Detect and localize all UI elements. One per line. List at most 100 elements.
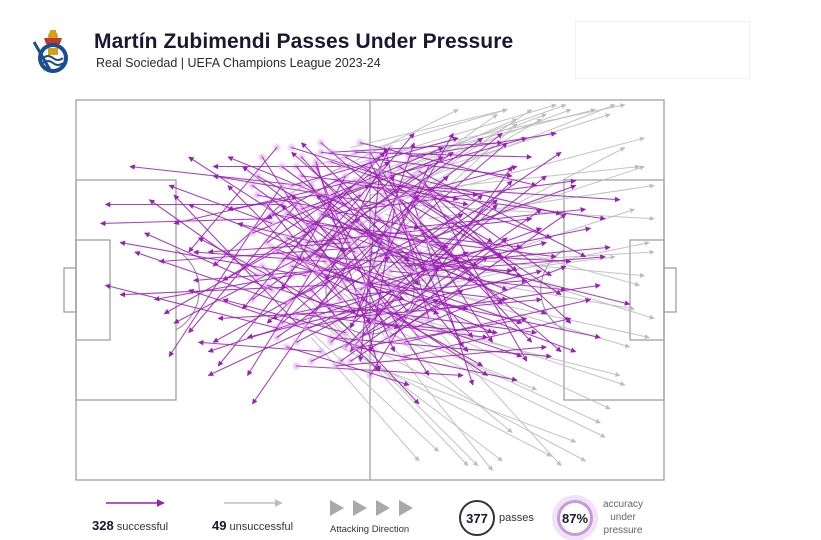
successful-pass-arrow: [355, 346, 518, 382]
successful-pass-arrow: [286, 213, 474, 282]
successful-count: 328: [92, 518, 114, 533]
successful-pass-arrow: [207, 308, 351, 376]
successful-pass-arrow: [311, 251, 523, 325]
unsuccessful-pass-arrow: [379, 351, 587, 462]
successful-pass-arrow: [423, 180, 528, 362]
successful-pass-arrow: [360, 142, 538, 188]
successful-pass-arrow: [330, 336, 552, 359]
page-subtitle: Real Sociedad | UEFA Champions League 20…: [96, 56, 381, 70]
successful-pass-arrow: [286, 237, 493, 334]
passes-count-badge: 377: [459, 500, 495, 536]
unsuccessful-pass-arrow: [389, 332, 606, 438]
successful-pass-arrow: [310, 194, 420, 315]
accuracy-label: accuracy under pressure: [600, 498, 646, 537]
blank-panel: [576, 22, 749, 78]
passes-label: passes: [499, 512, 534, 524]
unsuccessful-pass-arrow: [428, 183, 655, 220]
unsuccessful-pass-arrow: [399, 204, 655, 221]
successful-pass-arrow: [306, 216, 533, 244]
successful-pass-arrow: [438, 283, 601, 310]
successful-pass-arrow: [104, 283, 278, 329]
successful-pass-arrow: [237, 221, 356, 253]
right-penalty-box: [563, 179, 665, 401]
successful-pass-arrow: [359, 223, 469, 353]
successful-pass-arrow: [158, 246, 366, 264]
successful-pass-arrow: [350, 151, 454, 224]
successful-pass-arrow: [207, 241, 351, 255]
unsuccessful-pass-arrow: [428, 136, 645, 196]
successful-pass-arrow: [408, 194, 562, 296]
successful-pass-arrow: [188, 204, 297, 334]
unsuccessful-pass-arrow: [360, 360, 577, 443]
successful-pass-arrow: [286, 346, 410, 387]
successful-pass-arrow: [340, 185, 474, 338]
successful-pass-arrow: [291, 213, 464, 300]
successful-pass-arrow: [409, 131, 557, 158]
successful-pass-arrow: [188, 147, 278, 253]
successful-pass-arrow: [188, 203, 346, 267]
successful-pass-arrow: [276, 256, 391, 338]
successful-pass-arrow: [320, 151, 513, 179]
successful-pass-arrow: [418, 251, 631, 306]
successful-pass-arrow: [428, 175, 547, 267]
successful-pass-arrow: [345, 156, 493, 243]
successful-pass-arrow: [153, 270, 317, 302]
successful-pass-arrow: [330, 146, 445, 196]
successful-pass-arrow: [168, 185, 283, 357]
right-goal: [663, 267, 677, 313]
successful-pass-arrow: [296, 251, 469, 343]
accuracy-label-line-1: accuracy: [602, 499, 643, 510]
attacking-direction-arrows-icon: [330, 500, 413, 516]
successful-pass-arrow: [144, 232, 273, 291]
unsuccessful-pass-arrow: [291, 313, 439, 452]
successful-pass-arrow: [168, 184, 273, 225]
successful-pass-arrow: [271, 289, 395, 321]
successful-pass-arrow: [227, 185, 341, 300]
successful-pass-arrow: [251, 261, 351, 405]
successful-pass-arrow: [335, 297, 543, 320]
unsuccessful-pass-arrow: [350, 108, 508, 148]
successful-pass-arrow: [418, 142, 508, 220]
accuracy-badge: 87%: [557, 500, 593, 536]
successful-pass-arrow: [389, 213, 567, 338]
unsuccessful-pass-arrow: [374, 103, 626, 158]
successful-pass-arrow: [134, 251, 287, 305]
successful-pass-arrow: [374, 322, 498, 336]
real-sociedad-crest-icon: [32, 30, 68, 73]
accuracy-label-line-3: pressure: [603, 525, 643, 536]
accuracy-label-line-2: under: [610, 512, 636, 523]
successful-pass-arrow: [305, 175, 395, 262]
successful-pass-arrow: [212, 174, 385, 206]
legend: 328 successful 49 unsuccessful Attacking…: [0, 490, 821, 540]
successful-pass-arrow: [173, 180, 356, 226]
left-penalty-arc: [175, 249, 200, 331]
unsuccessful-pass-arrow: [413, 337, 601, 424]
unsuccessful-legend: 49 unsuccessful: [212, 518, 293, 533]
successful-pass-arrow: [257, 194, 420, 230]
successful-pass-arrow: [330, 161, 552, 239]
successful-pass-arrow: [281, 151, 386, 262]
successful-passes: [99, 131, 631, 405]
unsuccessful-arrow-icon: [224, 499, 283, 507]
unsuccessful-label: unsuccessful: [229, 521, 294, 533]
successful-arrow-icon: [106, 499, 165, 507]
successful-pass-arrow: [188, 156, 307, 234]
successful-pass-arrow: [433, 254, 606, 272]
successful-pass-arrow: [193, 265, 375, 283]
successful-pass-arrow: [404, 226, 592, 267]
successful-pass-arrow: [379, 184, 577, 258]
successful-pass-arrow: [418, 170, 587, 258]
successful-pass-arrow: [301, 175, 479, 198]
successful-pass-arrow: [360, 178, 577, 210]
successful-pass-arrow: [291, 136, 459, 187]
successful-pass-arrow: [408, 232, 464, 348]
attacking-direction-label: Attacking Direction: [330, 524, 410, 535]
successful-pass-arrow: [173, 256, 302, 324]
successful-pass-arrow: [261, 265, 381, 372]
unsuccessful-pass-arrow: [310, 337, 420, 462]
unsuccessful-count: 49: [212, 518, 227, 533]
unsuccessful-pass-arrow: [384, 303, 611, 410]
successful-pass-arrow: [119, 284, 326, 298]
successful-pass-arrow: [340, 256, 489, 362]
page-title: Martín Zubimendi Passes Under Pressure: [94, 30, 514, 53]
